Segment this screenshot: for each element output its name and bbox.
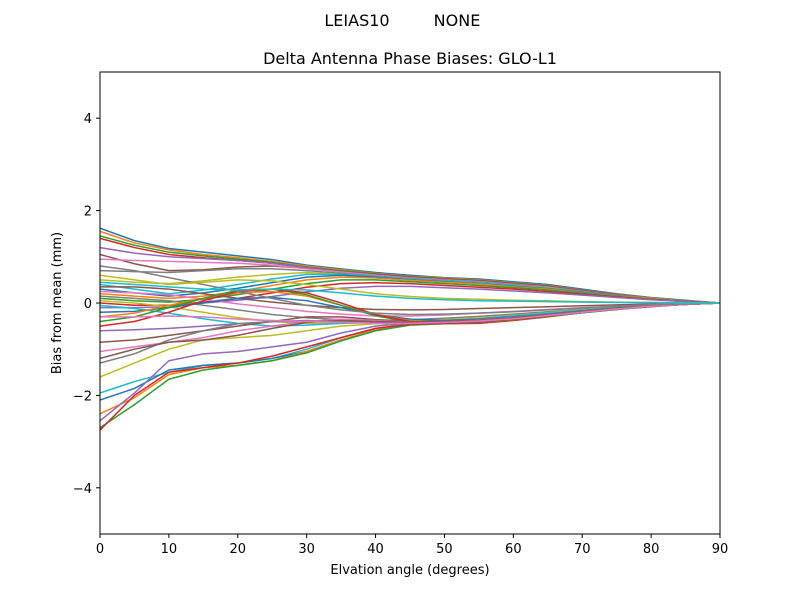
x-tick-label: 20 xyxy=(230,542,247,557)
series-line-s28 xyxy=(100,302,720,364)
x-tick-label: 40 xyxy=(367,542,384,557)
radome-name: NONE xyxy=(434,11,481,30)
x-tick-label: 90 xyxy=(712,542,729,557)
antenna-name: LEIAS10 xyxy=(324,11,389,30)
x-tick-label: 50 xyxy=(436,542,453,557)
series-lines xyxy=(100,227,720,431)
series-line-s38 xyxy=(100,265,720,316)
chart-title: Delta Antenna Phase Biases: GLO-L1 xyxy=(263,49,557,68)
y-tick-label: 2 xyxy=(84,205,92,220)
x-tick-label: 30 xyxy=(298,542,315,557)
series-line-s16 xyxy=(100,286,720,311)
x-tick-label: 60 xyxy=(505,542,522,557)
series-line-s37 xyxy=(100,302,720,325)
series-line-s40 xyxy=(100,281,720,304)
x-tick-label: 10 xyxy=(161,542,178,557)
x-tick-label: 0 xyxy=(96,542,104,557)
y-tick-label: −4 xyxy=(73,482,92,497)
x-axis-ticks: 0 10 20 30 40 50 60 70 80 90 xyxy=(96,534,728,557)
x-tick-label: 80 xyxy=(643,542,660,557)
y-tick-label: 4 xyxy=(84,112,92,127)
y-axis-ticks: −4 −2 0 2 4 xyxy=(73,112,100,497)
y-tick-label: −2 xyxy=(73,389,92,404)
y-axis-label: Bias from mean (mm) xyxy=(50,232,65,374)
x-axis-label: Elvation angle (degrees) xyxy=(330,563,489,578)
y-tick-label: 0 xyxy=(84,297,92,312)
x-tick-label: 70 xyxy=(574,542,591,557)
